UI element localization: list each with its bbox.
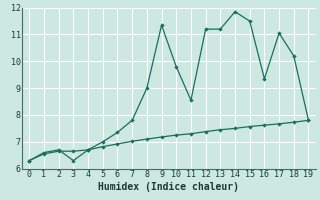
- X-axis label: Humidex (Indice chaleur): Humidex (Indice chaleur): [98, 182, 239, 192]
